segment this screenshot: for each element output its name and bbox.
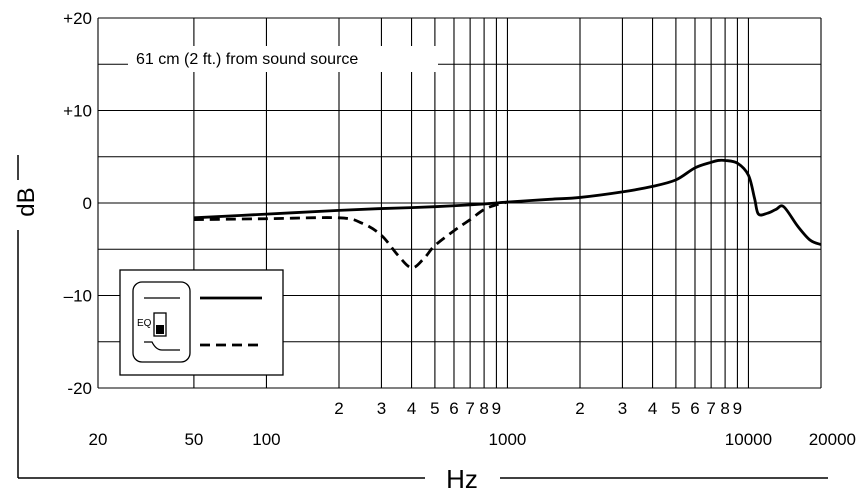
eq-switch-knob — [156, 325, 164, 334]
x-minor-tick-label: 2 — [575, 399, 584, 418]
x-minor-tick-label: 3 — [377, 399, 386, 418]
x-minor-tick-label: 3 — [618, 399, 627, 418]
x-minor-tick-label: 2 — [334, 399, 343, 418]
x-minor-tick-label: 5 — [430, 399, 439, 418]
x-major-tick-label: 50 — [184, 430, 203, 449]
series-solid-line — [193, 158, 822, 246]
x-major-tick-label: 10000 — [725, 430, 772, 449]
curves — [193, 158, 822, 270]
legend: EQ — [119, 269, 284, 376]
x-minor-tick-label: 7 — [465, 399, 474, 418]
x-tick-labels: 2 3 4 5 6 7 8 9 2 3 4 5 6 7 8 920 50 100 1000 10000 20000 — [89, 399, 856, 449]
y-tick-label: +20 — [63, 9, 92, 28]
x-major-tick-label: 100 — [252, 430, 280, 449]
x-minor-tick-label: 7 — [706, 399, 715, 418]
y-tick-label: +10 — [63, 102, 92, 121]
x-minor-tick-label: 6 — [449, 399, 458, 418]
y-tick-label: 0 — [83, 194, 92, 213]
eq-switch-icon — [132, 281, 191, 363]
x-minor-tick-label: 9 — [492, 399, 501, 418]
eq-switch-slot — [153, 312, 167, 337]
x-minor-tick-label: 4 — [407, 399, 416, 418]
series-dashed-line — [193, 200, 508, 270]
annotation-text: 61 cm (2 ft.) from sound source — [136, 51, 358, 68]
eq-switch-label: EQ — [137, 318, 152, 329]
legend-box — [119, 269, 284, 376]
x-minor-tick-label: 9 — [733, 399, 742, 418]
x-major-tick-label: 1000 — [489, 430, 527, 449]
y-tick-labels: +20 +10 0 –10 -20 — [63, 9, 92, 398]
annotation-background — [128, 46, 438, 72]
y-tick-label: -20 — [67, 379, 92, 398]
x-minor-tick-label: 5 — [671, 399, 680, 418]
x-major-tick-label: 20000 — [809, 430, 856, 449]
x-minor-tick-label: 8 — [479, 399, 488, 418]
x-major-tick-label: 20 — [89, 430, 108, 449]
x-minor-tick-label: 8 — [720, 399, 729, 418]
x-minor-tick-label: 4 — [648, 399, 657, 418]
y-axis-label: dB — [13, 187, 40, 216]
x-axis-label: Hz — [446, 464, 478, 494]
y-tick-label: –10 — [64, 287, 92, 306]
x-minor-tick-label: 6 — [690, 399, 699, 418]
grid — [97, 17, 822, 389]
eq-rolloff-symbol — [144, 341, 180, 351]
